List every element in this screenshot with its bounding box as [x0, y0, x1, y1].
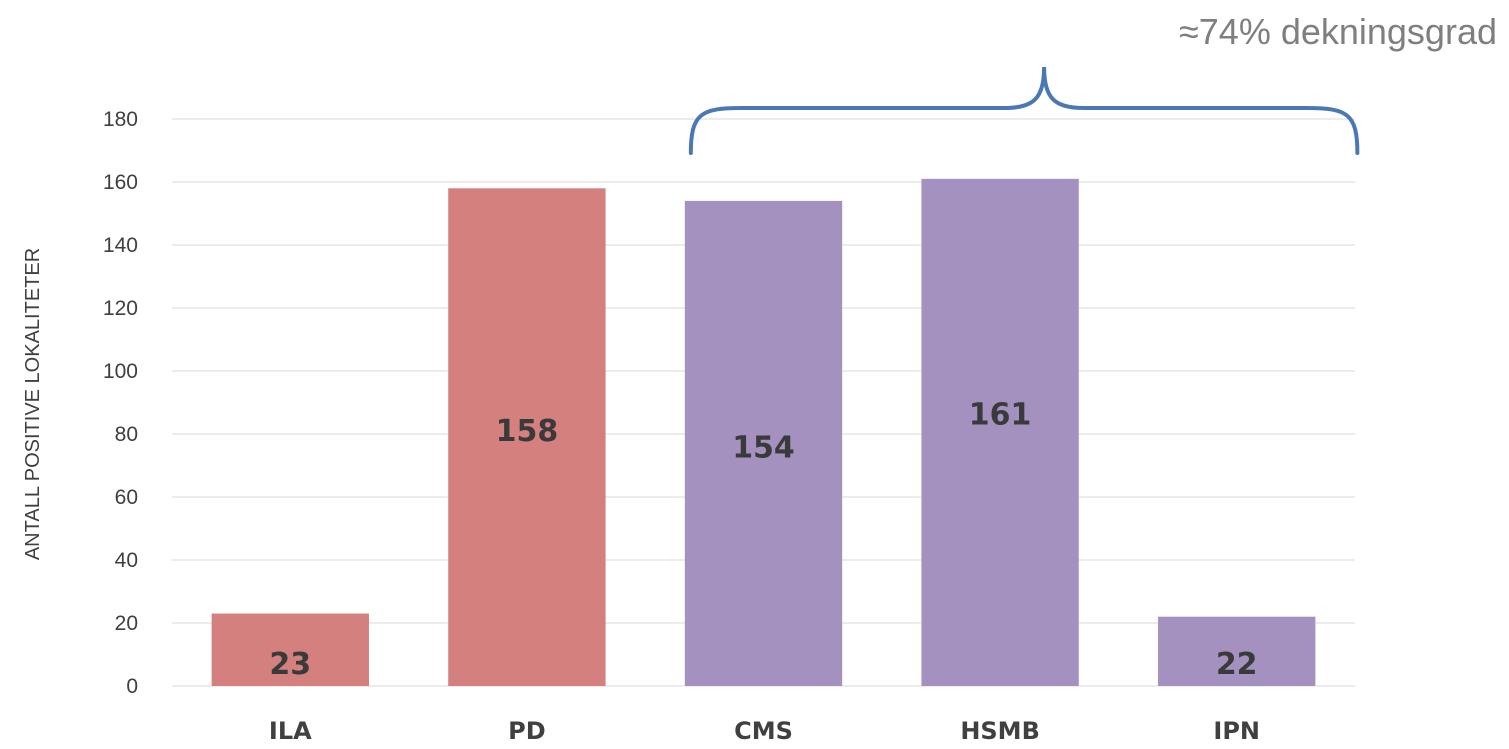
bar-pd — [448, 188, 606, 687]
x-category-label: HSMB — [960, 717, 1040, 745]
y-tick-label: 0 — [126, 675, 138, 698]
data-label: 158 — [496, 414, 559, 449]
y-tick-label: 180 — [103, 108, 138, 131]
data-label: 154 — [732, 430, 795, 465]
x-axis-categories: ILA PD CMS HSMB IPN — [269, 717, 1260, 745]
y-tick-label: 60 — [115, 486, 138, 509]
data-label: 23 — [269, 647, 311, 682]
x-category-label: ILA — [269, 717, 312, 745]
bar-hsmb — [921, 178, 1079, 686]
brace-bracket — [688, 66, 1360, 155]
y-tick-label: 120 — [103, 297, 138, 320]
y-tick-label: 40 — [115, 549, 138, 572]
bar-cms — [684, 200, 843, 686]
data-label: 22 — [1216, 647, 1258, 682]
bar-ipn — [1158, 616, 1316, 686]
y-tick-label: 20 — [115, 612, 138, 635]
y-tick-label: 80 — [115, 423, 138, 446]
data-labels: 23 158 154 161 22 — [269, 397, 1257, 682]
coverage-annotation: ≈74% dekningsgrad — [1179, 11, 1497, 52]
y-axis-ticks: 0 20 40 60 80 100 120 140 160 180 — [103, 108, 138, 698]
bar-ila — [211, 613, 369, 686]
y-axis-label: ANTALL POSITIVE LOKALITETER — [22, 248, 44, 560]
y-tick-label: 160 — [103, 171, 138, 194]
y-tick-label: 140 — [103, 234, 138, 257]
x-category-label: PD — [508, 717, 546, 745]
bars — [211, 178, 1316, 687]
y-tick-label: 100 — [103, 360, 138, 383]
x-category-label: IPN — [1213, 717, 1260, 745]
x-category-label: CMS — [734, 717, 793, 745]
data-label: 161 — [969, 397, 1032, 432]
